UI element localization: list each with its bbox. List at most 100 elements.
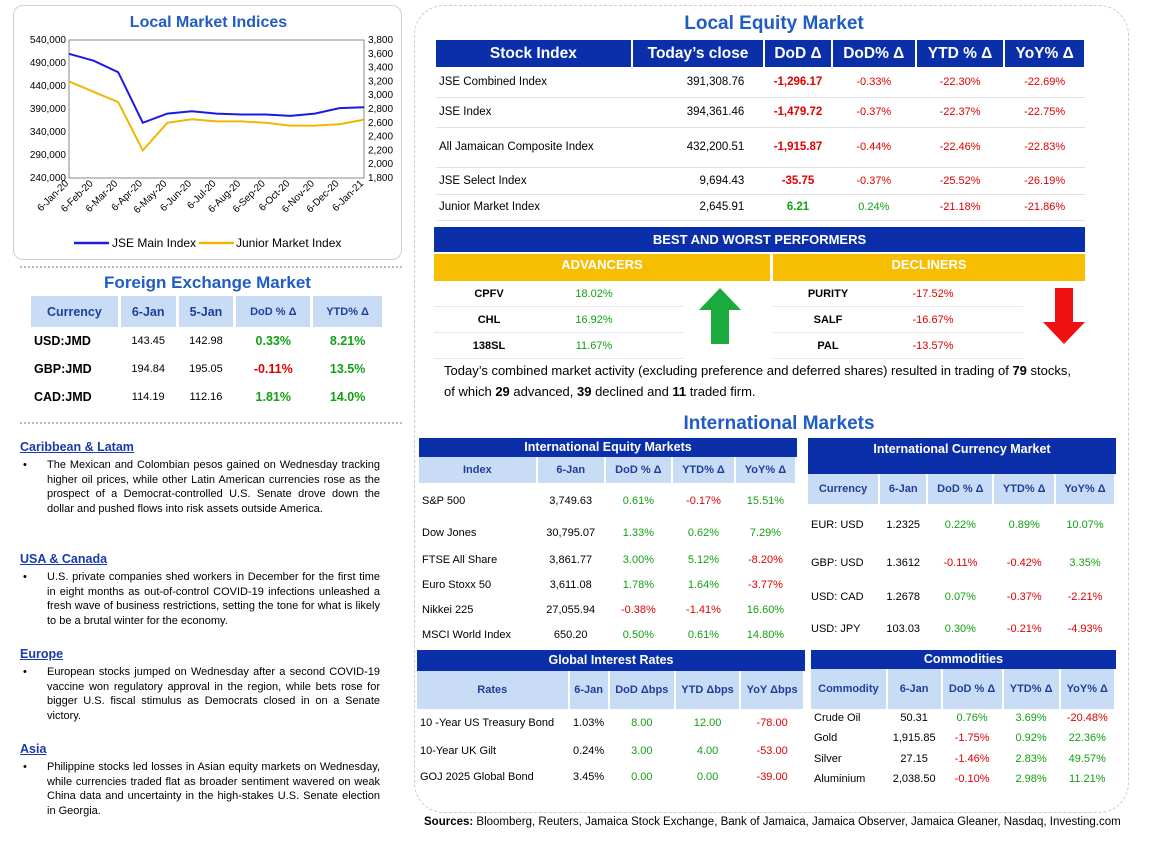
table-row: USD: JPY 103.03 0.30% -0.21% -4.93% (808, 614, 1115, 644)
news-item: Asia Philippine stocks led losses in Asia… (20, 742, 380, 818)
advancers-list: CPFV 18.02% CHL 16.92% 138SL 11.67% (434, 281, 684, 359)
cell: 1.64% (687, 579, 720, 591)
column-header: 6-Jan (119, 296, 179, 327)
cell: 13.5% (329, 362, 366, 376)
cell: 22.36% (1068, 731, 1106, 744)
cell: 8.21% (329, 334, 366, 348)
news-item: USA & Canada U.S. private companies shed … (20, 552, 380, 628)
table-row: 10 -Year US Treasury Bond 1.03% 8.00 12.00 -… (417, 709, 804, 737)
sources-line: Sources: Bloomberg, Reuters, Jamaica Sto… (424, 816, 1121, 828)
row-label: Crude Oil (814, 712, 861, 724)
performer-ticker: SALF (813, 313, 843, 326)
cell: -1.41% (686, 603, 721, 616)
performers-title: BEST AND WORST PERFORMERS (434, 227, 1085, 252)
cell: 15.51% (746, 495, 785, 507)
cell: 0.89% (1008, 519, 1040, 531)
cell: -0.37% (1006, 591, 1042, 603)
local-equity-table: Stock Index Today’s close DoD Δ DoD% Δ YTD %… (436, 40, 1086, 221)
cell: 142.98 (189, 335, 223, 347)
cell: -4.93% (1067, 623, 1103, 635)
y-left-tick: 490,000 (30, 58, 67, 69)
cell: 112.16 (189, 391, 223, 403)
table-row: Junior Market Index 2,645.91 6.21 0.24% -21.… (436, 194, 1085, 220)
cell: -25.52% (939, 174, 981, 187)
cell: 432,200.51 (686, 141, 745, 153)
cell: -21.86% (1024, 201, 1066, 213)
news-heading: USA & Canada (20, 552, 108, 566)
table-row: GOJ 2025 Global Bond 3.45% 0.00 0.00 -39.00 (417, 765, 804, 788)
table-row: Aluminium 2,038.50 -0.10% 2.98% 11.21% (811, 769, 1115, 789)
row-label: Gold (814, 731, 838, 744)
cell: -22.37% (939, 106, 981, 118)
performer-change: -16.67% (912, 313, 954, 326)
cell: 0.33% (255, 334, 291, 348)
cell: 0.00 (696, 770, 719, 783)
column-header: YoY% Δ (1004, 40, 1086, 67)
cell: -1.75% (954, 731, 990, 744)
cell: -0.38% (620, 603, 656, 616)
performer-row: CHL 16.92% (434, 307, 684, 333)
column-header: 6-Jan (568, 671, 610, 709)
column-header: Index (419, 457, 538, 483)
y-right-tick: 3,800 (368, 35, 393, 46)
cell: -21.18% (939, 201, 981, 213)
cell: 8.00 (631, 717, 653, 729)
column-header: 6-Jan (536, 457, 606, 483)
row-label: All Jamaican Composite Index (439, 141, 594, 153)
intl-title: International Markets (683, 413, 875, 434)
cell: -8.20% (748, 553, 783, 566)
cell: -0.37% (856, 106, 892, 118)
y-left-tick: 340,000 (30, 127, 67, 138)
table-row: Euro Stoxx 50 3,611.08 1.78% 1.64% -3.77% (419, 573, 796, 597)
cell: 12.00 (693, 717, 722, 729)
market-summary: Today’s combined market activity (exclud… (444, 363, 1071, 399)
local-indices-title: Local Market Indices (129, 14, 288, 31)
news-text: Philippine stocks led losses in Asian eq… (20, 760, 380, 818)
column-header: YTD% Δ (311, 296, 385, 327)
performer-row: SALF -16.67% (773, 307, 1023, 333)
cell: 0.61% (622, 495, 654, 507)
news-heading: Europe (20, 647, 64, 661)
row-label: Silver (814, 752, 842, 765)
row-label: EUR: USD (811, 519, 864, 531)
cell: -0.11% (943, 557, 978, 569)
performer-row: 138SL 11.67% (434, 333, 684, 359)
table-row: CAD:JMD 114.19 112.16 1.81% 14.0% (31, 383, 384, 411)
cell: -20.48% (1066, 712, 1108, 724)
cell: 27,055.94 (546, 603, 596, 616)
table-row: Dow Jones 30,795.07 1.33% 0.62% 7.29% (419, 519, 796, 546)
cell: 650.20 (553, 629, 588, 641)
row-label: S&P 500 (422, 495, 466, 507)
cell: 0.62% (687, 526, 720, 539)
decliners-header: DECLINERS (773, 254, 1085, 281)
performer-change: -13.57% (912, 339, 954, 352)
cell: -2.21% (1067, 591, 1103, 603)
row-label: USD:JMD (34, 334, 91, 348)
cell: 3.35% (1069, 557, 1101, 569)
column-header: YoY% Δ (1059, 669, 1117, 709)
cell: -1,296.17 (773, 75, 823, 88)
cell: 6.21 (786, 201, 810, 213)
cell: 2,038.50 (892, 773, 936, 785)
cell: 1.81% (255, 390, 291, 404)
row-label: MSCI World Index (422, 629, 512, 641)
row-label: 10 -Year US Treasury Bond (420, 717, 555, 729)
row-label: GBP: USD (811, 557, 864, 569)
cell: -39.00 (756, 770, 788, 783)
cell: 1.03% (573, 717, 605, 729)
right-panel (414, 5, 1129, 813)
row-label: Euro Stoxx 50 (422, 579, 492, 591)
column-header: Stock Index (436, 40, 633, 67)
cell: -26.19% (1024, 174, 1066, 187)
column-header: 6-Jan (879, 474, 929, 504)
advancers-header: ADVANCERS (434, 254, 770, 281)
cell: -22.69% (1024, 75, 1066, 88)
cell: -78.00 (756, 717, 788, 729)
cell: 114.19 (131, 391, 165, 403)
row-label: Junior Market Index (439, 201, 540, 213)
cell: -0.37% (856, 174, 892, 187)
y-right-tick: 1,800 (368, 173, 393, 184)
news-text: European stocks jumped on Wednesday afte… (20, 665, 380, 723)
series-line (68, 52, 365, 125)
news-text: U.S. private companies shed workers in D… (20, 570, 380, 628)
